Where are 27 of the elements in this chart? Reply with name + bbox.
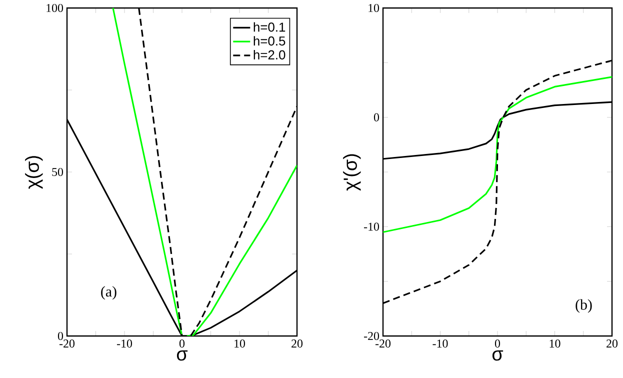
y-tick-label: -10	[364, 222, 380, 231]
y-tick-label: -20	[364, 332, 380, 340]
x-tick-label: 0	[494, 340, 500, 348]
x-axis-title: σ	[176, 350, 188, 361]
y-tick-label: 100	[46, 4, 64, 12]
y-tick-label: 0	[58, 332, 64, 340]
legend-label: h=0.1	[254, 22, 286, 32]
x-tick-label: 20	[606, 340, 618, 348]
annotation: (b)	[576, 299, 592, 313]
y-axis-title: χ'(σ)	[343, 154, 361, 191]
x-tick-label: 10	[234, 340, 246, 348]
x-tick-label: 10	[550, 340, 560, 348]
y-tick-label: 50	[52, 168, 64, 176]
x-tick-label: 0	[179, 340, 185, 348]
x-tick-label: -20	[59, 340, 75, 348]
legend-label: h=2.0	[254, 50, 286, 60]
line-series	[383, 76, 612, 233]
x-tick-label: -20	[375, 340, 391, 348]
x-tick-label: -10	[432, 340, 448, 348]
legend-label: h=0.5	[254, 36, 286, 46]
x-axis-title: σ	[492, 350, 504, 361]
y-tick-label: 0	[374, 113, 380, 122]
annotation: (a)	[101, 286, 116, 300]
x-tick-label: 20	[292, 340, 303, 348]
x-tick-label: -10	[116, 340, 132, 348]
y-tick-label: 10	[368, 4, 380, 12]
y-axis-title: χ(σ)	[25, 156, 43, 189]
